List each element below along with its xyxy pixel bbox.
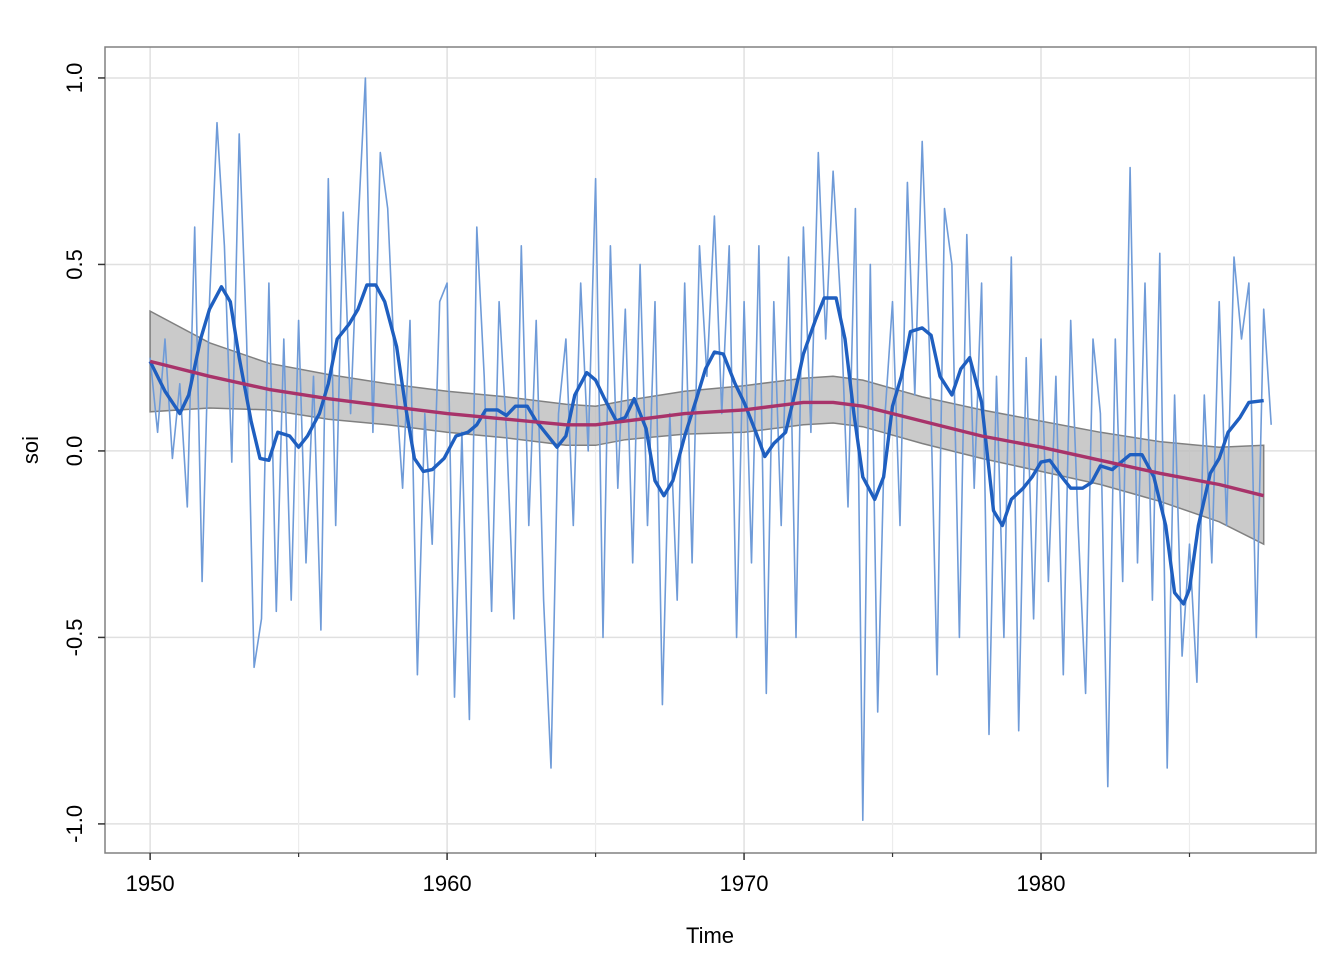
x-tick-label: 1980: [1017, 871, 1066, 896]
plot-frame: [104, 46, 1317, 854]
y-tick-label: -1.0: [62, 805, 87, 843]
y-tick-label: 0.5: [62, 249, 87, 280]
x-tick-label: 1960: [423, 871, 472, 896]
series-line: [149, 77, 1272, 821]
y-tick-label: 1.0: [62, 63, 87, 94]
y-tick-label: -0.5: [62, 618, 87, 656]
x-tick-label: 1950: [126, 871, 175, 896]
x-axis-label: Time: [686, 923, 734, 948]
series-line: [148, 283, 1264, 606]
y-axis-label: soi: [18, 436, 43, 464]
series-line: [149, 359, 1265, 498]
x-tick-label: 1970: [720, 871, 769, 896]
y-tick-label: 0.0: [62, 436, 87, 467]
